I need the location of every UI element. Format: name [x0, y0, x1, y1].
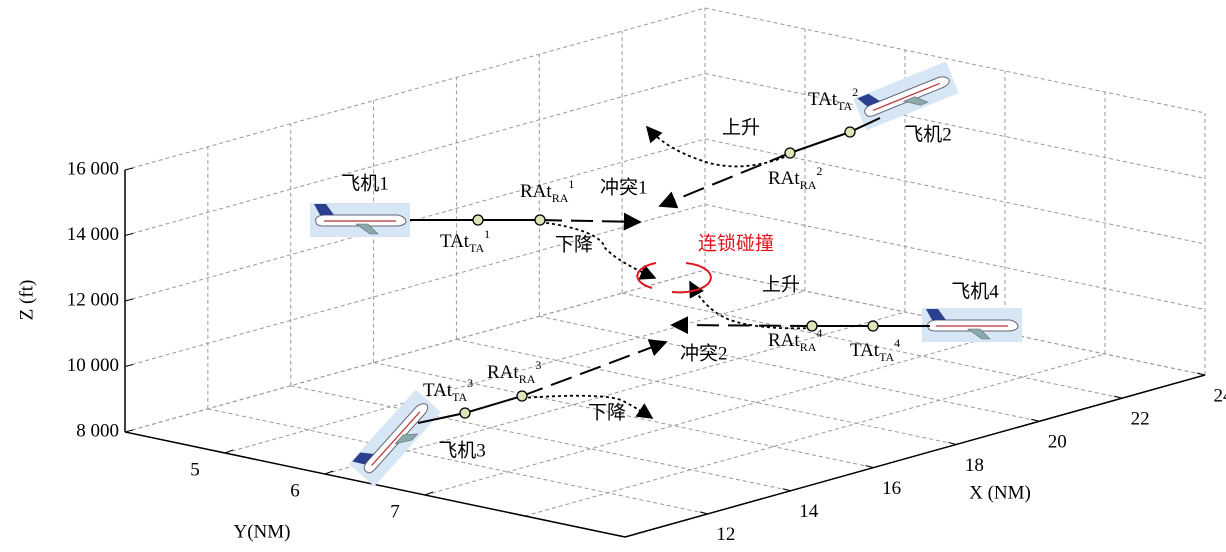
z-tick-label: 16 000: [67, 158, 119, 179]
advisory-label: RAtRA3: [487, 358, 541, 386]
content: 飞机1TAtTA1RAtRA1下降飞机2TAtTA2RAtRA2上升飞机3TAt…: [310, 62, 1022, 487]
y-axis-title: Y(NM): [234, 521, 291, 542]
label-sub: TA: [469, 241, 484, 255]
label-sup: 3: [535, 358, 541, 372]
z-tick-label: 14 000: [67, 224, 119, 245]
z-tick-label: 12 000: [67, 289, 119, 310]
airplane-icon: [922, 308, 1022, 342]
advisory-point: [517, 391, 527, 401]
tick: [325, 471, 333, 474]
label-sub: RA: [800, 340, 817, 354]
z-axis-title: Z (ft): [16, 280, 37, 321]
tick: [125, 168, 133, 170]
airplane-icon: [310, 203, 410, 237]
diagram: 8 00010 00012 00014 00016 00056710121416…: [0, 0, 1226, 547]
label-sup: 3: [467, 376, 473, 390]
label-sub: TA: [452, 390, 467, 404]
maneuver-label: 下降: [588, 401, 626, 423]
predicted-path: [522, 342, 666, 396]
aircraft-name: 飞机3: [438, 439, 486, 461]
grid-line: [125, 205, 705, 367]
label-sub: RA: [552, 191, 569, 205]
label-base: TAt: [808, 89, 838, 110]
label-base: RAt: [768, 330, 800, 351]
label-base: TAt: [850, 340, 880, 361]
advisory-point: [785, 148, 795, 158]
advisory-label: TAtTA1: [440, 227, 490, 255]
grid-line: [705, 8, 1205, 113]
x-tick-label: 20: [1048, 432, 1067, 453]
aircraft-name: 飞机1: [341, 172, 389, 194]
tick: [425, 492, 433, 495]
advisory-point: [535, 215, 545, 225]
z-tick-label: 10 000: [67, 355, 119, 376]
airplane-icon: [349, 389, 441, 486]
z-tick-label: 8 000: [76, 420, 119, 441]
y-tick-label: 5: [190, 459, 200, 480]
label-sup: 2: [816, 164, 822, 178]
x-tick-label: 18: [965, 455, 984, 476]
x-tick-label: 24: [1214, 385, 1226, 406]
y-tick-label: 6: [290, 480, 300, 501]
conflict-label: 冲突2: [680, 342, 728, 364]
x-tick-label: 14: [799, 501, 819, 522]
advisory-label: TAtTA2: [808, 85, 858, 113]
tick: [125, 299, 133, 301]
label-base: TAt: [440, 231, 470, 252]
tick: [125, 365, 133, 367]
grid-line: [125, 8, 705, 170]
aircraft-name: 飞机4: [951, 280, 999, 302]
label-sup: 1: [568, 177, 574, 191]
label-sub: RA: [519, 372, 536, 386]
label-base: RAt: [768, 168, 800, 189]
label-sup: 2: [852, 85, 858, 99]
advisory-point: [473, 215, 483, 225]
label-sub: RA: [800, 178, 817, 192]
label-sup: 4: [894, 336, 900, 350]
tick: [125, 234, 133, 236]
advisory-point: [460, 408, 470, 418]
label-sup: 4: [816, 326, 822, 340]
tick: [125, 430, 133, 432]
advisory-label: TAtTA3: [423, 376, 473, 404]
predicted-path: [540, 220, 640, 222]
aircraft-name: 飞机2: [904, 123, 952, 145]
advisory-point: [868, 321, 878, 331]
trajectory: [465, 396, 522, 413]
conflict-label: 冲突1: [600, 176, 648, 198]
maneuver-label: 上升: [762, 273, 800, 295]
label-sub: TA: [837, 99, 852, 113]
label-base: RAt: [520, 181, 552, 202]
maneuver-path: [522, 396, 652, 418]
label-sup: 1: [484, 227, 490, 241]
maneuver-path: [647, 127, 790, 166]
grid-line: [125, 74, 705, 236]
x-tick-label: 22: [1131, 409, 1150, 430]
advisory-label: TAtTA4: [850, 336, 900, 364]
x-axis-title: X (NM): [969, 482, 1031, 503]
x-tick-label: 12: [716, 524, 735, 545]
chain-collision-label: 连锁碰撞: [698, 232, 774, 254]
maneuver-label: 下降: [555, 233, 593, 255]
label-base: RAt: [487, 362, 519, 383]
advisory-label: RAtRA1: [520, 177, 574, 205]
grid-line: [705, 139, 1205, 244]
x-axis: [625, 375, 1205, 537]
advisory-label: RAtRA2: [768, 164, 822, 192]
label-base: TAt: [423, 380, 453, 401]
advisory-point: [845, 127, 855, 137]
airplane-icon: [853, 62, 958, 131]
maneuver-label: 上升: [722, 116, 760, 138]
x-tick-label: 16: [882, 478, 901, 499]
trajectory: [790, 132, 850, 153]
label-sub: TA: [879, 350, 894, 364]
predicted-path: [672, 325, 812, 326]
y-tick-label: 7: [390, 501, 400, 522]
tick: [225, 450, 233, 453]
